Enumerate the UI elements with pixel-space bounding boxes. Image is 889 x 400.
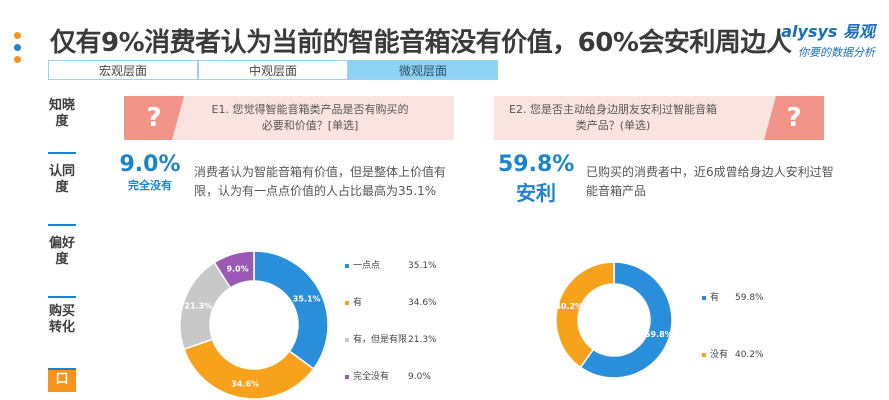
slice-label: 59.8% [645,330,673,339]
sidebar-item-approval[interactable]: 认同度 [48,154,76,226]
question-text-e1: E1. 您觉得智能音箱类产品是否有购买的必要和价值？[单选] [211,103,409,132]
brand-logo: alysys 易观 你要的数据分析 [781,18,875,60]
donut-chart-value: 35.1%一点点 35.1%34.6%有 34.6%21.3%有，但是有限 21.3%… [179,250,437,400]
level-tabs: 宏观层面 中观层面 微观层面 [48,60,498,80]
stat-value: 9.0% [119,152,181,177]
legend-value: 21.3% [408,335,437,345]
legend-value: 40.2% [735,350,764,360]
slice-label: 34.6% [231,379,259,388]
stat-label: 安利 [516,181,556,205]
legend-swatch [345,375,349,379]
sidebar-item-preference[interactable]: 偏好度 [48,226,76,298]
legend-category: 一点点 [353,260,380,271]
stat-value: 59.8% [498,152,575,177]
sidebar-item-label: 知晓度 [48,98,75,129]
legend-category: 完全没有 [353,370,389,382]
legend-category: 有，但是有限 [353,333,407,345]
pie-slice [213,250,255,289]
sidebar-item-label: 口 [55,372,69,387]
slice-label: 35.1% [293,294,321,303]
stat-block-1: 9.0% 完全没有 [118,152,182,193]
sidebar-item-label: 购买转化 [48,304,75,335]
decor-dots [14,32,22,68]
slice-label: 9.0% [226,264,248,273]
legend-value: 34.6% [408,298,437,308]
question-text-e2: E2. 您是否主动给身边朋友安利过智能音箱类产品？(单选) [509,103,717,132]
page-title: 仅有9%消费者认为当前的智能音箱没有价值，60%会安利周边人 [50,28,792,58]
legend-category: 没有 [710,348,728,360]
pie-slice [183,338,315,400]
sidebar-item-awareness[interactable]: 知晓度 [48,92,76,154]
legend-value: 35.1% [408,261,437,271]
legend-swatch [345,301,349,305]
legend-value: 9.0% [408,372,431,382]
legend-category: 有 [353,296,362,308]
sidebar-item-label: 偏好度 [48,236,75,267]
question-box-e1: ? E1. 您觉得智能音箱类产品是否有购买的必要和价值？[单选] [124,96,454,140]
slice-label: 40.2% [555,302,583,311]
description-1: 消费者认为智能音箱有价值，但是整体上价值有限，认为有一点点价值的人占比最高为35… [194,165,447,198]
pie-slice [579,261,673,379]
sidebar-item-more[interactable]: 口 [48,370,76,392]
tab-macro[interactable]: 宏观层面 [48,60,198,80]
donut-chart-recommend: 59.8% 有 59.8% 40.2% 没有 40.2% [555,261,764,379]
slice-label: 21.3% [184,302,212,311]
question-mark-icon: ? [764,96,824,140]
tab-micro[interactable]: 微观层面 [348,60,498,80]
pie-slice [555,261,615,369]
logo-line2: 你要的数据分析 [798,46,875,59]
legend-swatch [702,353,706,357]
logo-line1: alysys 易观 [781,22,875,41]
legend-swatch [345,264,349,268]
legend-category: 有 [710,291,719,303]
legend-value: 59.8% [735,293,764,303]
sidebar-item-label: 认同度 [48,164,75,195]
sidebar-item-conversion[interactable]: 购买转化 [48,298,76,370]
stat-block-2: 59.8% 安利 [498,152,574,206]
question-box-e2: E2. 您是否主动给身边朋友安利过智能音箱类产品？(单选) ? [494,96,824,140]
legend-swatch [702,296,706,300]
pie-slice [253,250,329,370]
legend-swatch [345,338,349,342]
tab-meso[interactable]: 中观层面 [198,60,348,80]
funnel-sidebar: 知晓度 认同度 偏好度 购买转化 口 [48,92,76,392]
description-2: 已购买的消费者中，近6成曾给身边人安利过智能音箱产品 [586,165,834,198]
stat-label: 完全没有 [128,179,172,192]
